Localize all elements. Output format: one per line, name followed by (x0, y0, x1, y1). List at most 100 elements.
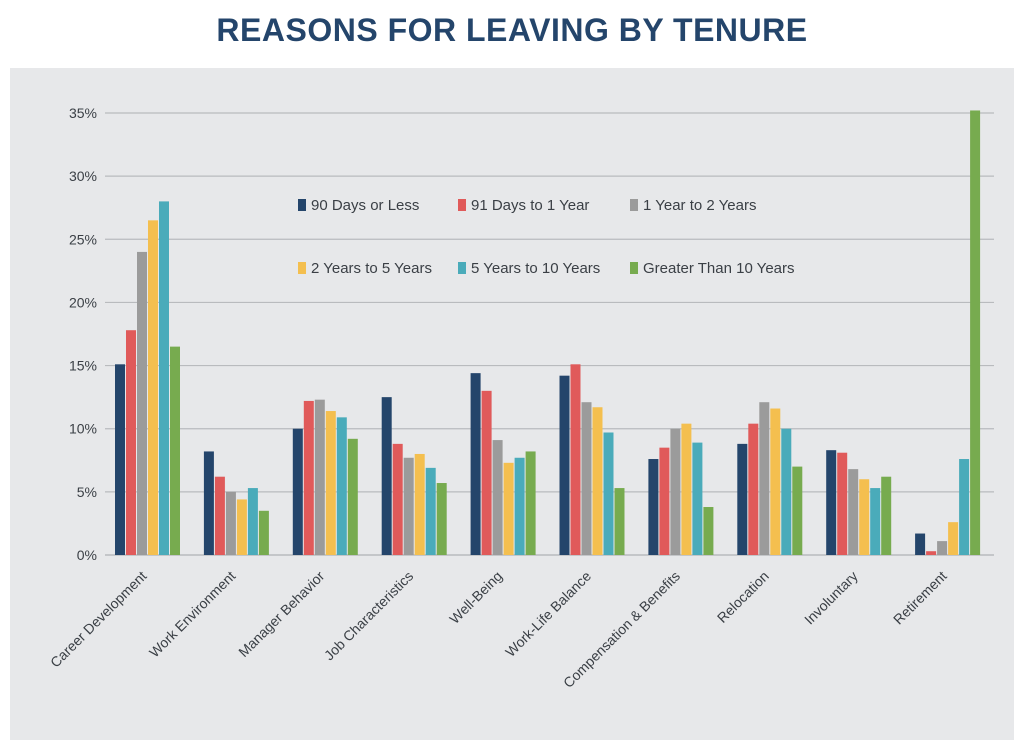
bar (959, 459, 970, 555)
bar (514, 457, 525, 555)
bar (303, 400, 314, 555)
bar (614, 488, 625, 555)
x-category-label: Retirement (890, 568, 950, 628)
bar (770, 408, 781, 555)
bar (525, 451, 536, 555)
bar-chart: 0% 5% 10% 15% 20% 25% 30% 35% Career Developmen… (47, 105, 994, 691)
legend: 90 Days or Less 91 Days to 1 Year 1 Year t… (298, 197, 795, 277)
legend-swatch (458, 199, 466, 211)
bar (881, 476, 892, 555)
bar (481, 390, 492, 555)
bar (292, 428, 303, 555)
bar (148, 220, 158, 556)
legend-item: 91 Days to 1 Year (458, 197, 589, 214)
x-category-label: Involuntary (801, 568, 861, 628)
legend-swatch (630, 262, 638, 274)
bar (648, 459, 659, 555)
bar (159, 201, 169, 555)
x-category-label: Job Characteristics (321, 568, 416, 663)
bar (915, 533, 926, 555)
bar (126, 330, 136, 555)
bar (403, 457, 414, 555)
y-axis-tick-labels: 0% 5% 10% 15% 20% 25% 30% 35% (69, 105, 97, 563)
bar (258, 510, 269, 555)
bar (592, 407, 603, 555)
legend-item: 90 Days or Less (298, 197, 419, 214)
bar (247, 488, 258, 555)
bar (859, 479, 870, 555)
bar (115, 364, 125, 555)
bar (759, 402, 770, 555)
bar (737, 443, 748, 555)
bar (225, 491, 236, 555)
y-tick-label: 0% (77, 547, 97, 563)
bar (848, 469, 859, 555)
y-tick-label: 30% (69, 168, 97, 184)
bar (703, 507, 714, 555)
bar (492, 440, 503, 555)
bar (570, 364, 581, 555)
bar (436, 483, 447, 555)
bar (659, 447, 670, 555)
bar (792, 466, 803, 555)
bar (826, 450, 837, 555)
bar (470, 373, 481, 555)
bar (837, 452, 848, 555)
bar (559, 375, 570, 555)
legend-swatch (458, 262, 466, 274)
legend-item: 1 Year to 2 Years (630, 197, 756, 214)
bar (137, 251, 147, 555)
x-category-label: Relocation (714, 568, 772, 626)
bar (203, 451, 214, 555)
legend-label: 90 Days or Less (311, 197, 419, 214)
x-category-label: Career Development (47, 568, 150, 671)
legend-label: 2 Years to 5 Years (311, 260, 432, 277)
bar (236, 499, 247, 555)
y-tick-label: 10% (69, 421, 97, 437)
bar (581, 402, 592, 555)
bars (115, 110, 981, 556)
bar (926, 551, 937, 555)
bar (414, 453, 425, 555)
x-category-label: Work-Life Balance (502, 568, 594, 660)
bar (503, 462, 514, 555)
y-tick-label: 25% (69, 231, 97, 247)
bar (781, 428, 792, 555)
bar (937, 541, 948, 555)
legend-label: 91 Days to 1 Year (471, 197, 589, 214)
y-tick-label: 20% (69, 294, 97, 310)
bar (325, 411, 336, 555)
bar (214, 476, 225, 555)
legend-swatch (630, 199, 638, 211)
chart-panel: 0% 5% 10% 15% 20% 25% 30% 35% Career Developmen… (10, 68, 1014, 740)
bar (670, 428, 681, 555)
bar (948, 522, 959, 555)
bar (314, 399, 325, 555)
chart-title: REASONS FOR LEAVING BY TENURE (216, 12, 808, 48)
x-category-label: Well-Being (446, 568, 505, 627)
legend-item: 5 Years to 10 Years (458, 260, 600, 277)
bar (603, 432, 614, 555)
legend-swatch (298, 199, 306, 211)
bar (870, 488, 881, 555)
bar (748, 423, 759, 555)
x-category-label: Manager Behavior (235, 568, 327, 660)
bar (970, 110, 981, 555)
y-tick-label: 15% (69, 358, 97, 374)
legend-item: 2 Years to 5 Years (298, 260, 432, 277)
legend-label: 5 Years to 10 Years (471, 260, 600, 277)
bar (170, 346, 180, 555)
bar (347, 438, 358, 555)
x-category-label: Work Environment (146, 568, 239, 661)
bar (336, 417, 347, 555)
legend-label: Greater Than 10 Years (643, 260, 795, 277)
bar (681, 423, 692, 555)
legend-label: 1 Year to 2 Years (643, 197, 756, 214)
y-tick-label: 35% (69, 105, 97, 121)
bar (381, 397, 392, 555)
legend-item: Greater Than 10 Years (630, 260, 795, 277)
y-tick-label: 5% (77, 484, 97, 500)
legend-swatch (298, 262, 306, 274)
bar (692, 442, 703, 555)
